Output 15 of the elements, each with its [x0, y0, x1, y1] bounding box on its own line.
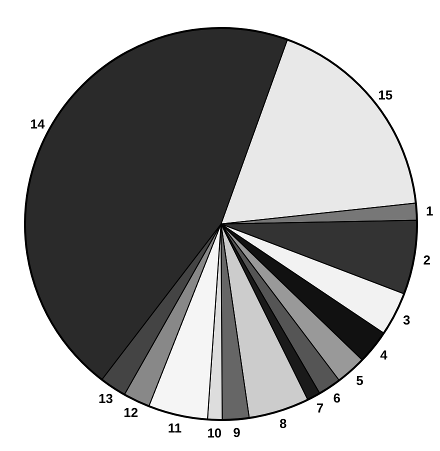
slice-label: 1 — [426, 203, 434, 218]
slice-label: 7 — [316, 400, 324, 416]
slice-label: 3 — [403, 312, 410, 328]
slice-label: 6 — [333, 390, 340, 406]
slice-label: 9 — [233, 424, 240, 440]
slice-label: 12 — [124, 405, 138, 420]
slice-label: 5 — [356, 372, 364, 388]
slice-label: 8 — [279, 416, 287, 432]
slice-label: 14 — [30, 116, 46, 132]
slice-label: 15 — [378, 87, 393, 102]
slice-label: 10 — [207, 425, 222, 440]
slice-label: 11 — [168, 420, 182, 436]
slice-label: 2 — [423, 252, 431, 268]
slice-label: 13 — [98, 390, 113, 406]
slice-label: 4 — [380, 348, 388, 363]
